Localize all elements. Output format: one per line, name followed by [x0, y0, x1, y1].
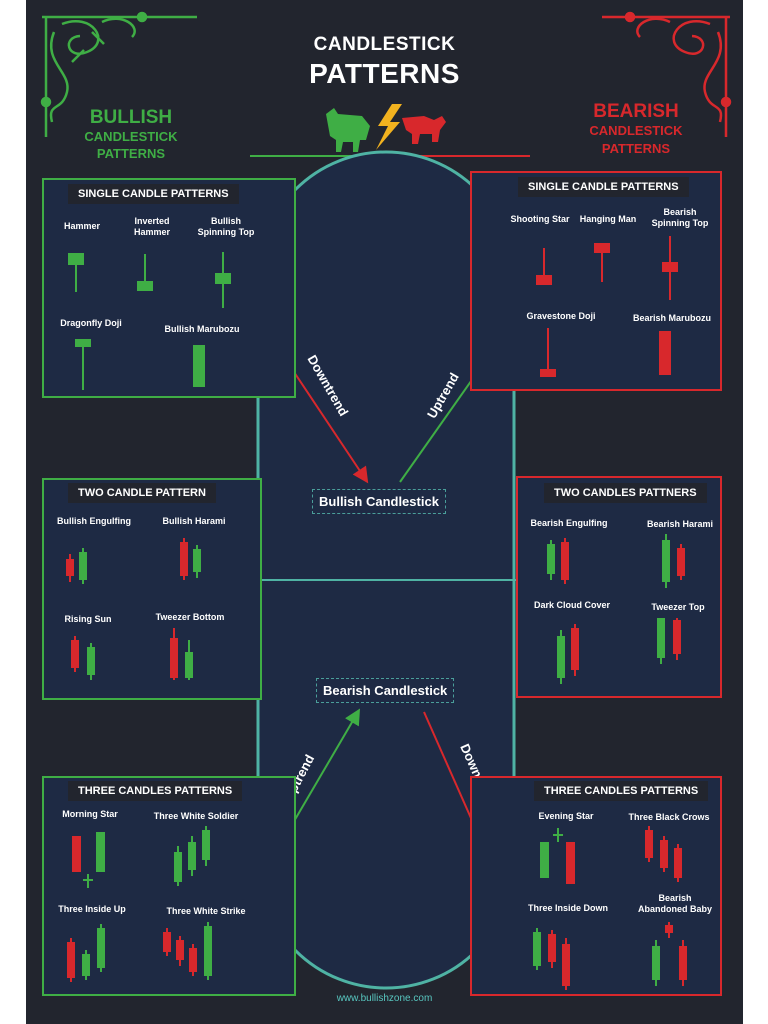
bullish-subheading-2: PATTERNS — [96, 146, 166, 161]
label-tweezer-bottom: Tweezer Bottom — [155, 612, 225, 622]
label-three-black-crows: Three Black Crows — [628, 812, 710, 822]
bearish-subheading-2: PATTERNS — [601, 141, 671, 156]
label-three-white-soldier: Three White Soldier — [153, 811, 239, 821]
bull-bear-logo-icon — [250, 104, 530, 157]
bearish-single-panel — [470, 171, 722, 391]
bearish-two-title: TWO CANDLES PATTNERS — [544, 483, 707, 503]
label-three-white-strike: Three White Strike — [166, 906, 246, 916]
bearish-three-title: THREE CANDLES PATTERNS — [534, 781, 709, 801]
bullish-subheading-1: CANDLESTICK — [84, 129, 178, 144]
label-dark-cloud-cover: Dark Cloud Cover — [533, 600, 611, 610]
label-bearish-spinning-top: Bearish Spinning Top — [651, 207, 709, 228]
bullish-heading: BULLISH — [89, 107, 173, 128]
bullish-two-candles-icon — [66, 538, 201, 680]
label-inverted-hammer: Inverted Hammer — [133, 216, 171, 237]
bullish-single-title: SINGLE CANDLE PATTERNS — [68, 184, 239, 204]
label-bullish-spinning-top: Bullish Spinning Top — [197, 216, 255, 237]
bearish-heading: BEARISH — [593, 101, 679, 122]
label-bearish-engulfing: Bearish Engulfing — [530, 518, 608, 528]
label-bullish-marubozu: Bullish Marubozu — [164, 324, 240, 334]
bullish-three-candles-icon — [67, 826, 212, 982]
label-bullish-engulfing: Bullish Engulfing — [57, 516, 131, 526]
page-title-line1: CANDLESTICK — [313, 34, 456, 55]
label-bearish-abandoned-baby: Bearish Abandoned Baby — [637, 893, 712, 914]
bearish-candlestick-label: Bearish Candlestick — [316, 678, 455, 703]
label-three-inside-up: Three Inside Up — [58, 904, 126, 914]
bullish-candlestick-label: Bullish Candlestick — [312, 489, 446, 514]
page-title-line2: PATTERNS — [309, 58, 460, 89]
label-bearish-harami: Bearish Harami — [646, 519, 714, 529]
label-hanging-man: Hanging Man — [579, 214, 637, 224]
poster: CANDLESTICK PATTERNS BULLISH CANDLESTICK… — [26, 0, 743, 1024]
label-shooting-star: Shooting Star — [510, 214, 570, 224]
label-evening-star: Evening Star — [538, 811, 594, 821]
bearish-two-panel — [516, 476, 722, 698]
green-ornament-icon — [40, 11, 197, 137]
label-hammer: Hammer — [63, 221, 101, 231]
label-gravestone-doji: Gravestone Doji — [526, 311, 596, 321]
bearish-single-title: SINGLE CANDLE PATTERNS — [518, 177, 689, 197]
bullish-two-title: TWO CANDLE PATTERN — [68, 483, 216, 503]
label-tweezer-top: Tweezer Top — [651, 602, 705, 612]
label-bearish-marubozu: Bearish Marubozu — [632, 313, 711, 323]
label-rising-sun: Rising Sun — [64, 614, 112, 624]
bullish-single-panel — [42, 178, 296, 398]
bullish-three-title: THREE CANDLES PATTERNS — [68, 781, 243, 801]
label-morning-star: Morning Star — [62, 809, 118, 819]
bearish-subheading-1: CANDLESTICK — [589, 123, 683, 138]
label-dragonfly-doji: Dragonfly Doji — [60, 318, 122, 328]
bearish-two-candles-icon — [547, 534, 685, 684]
label-three-inside-down: Three Inside Down — [527, 903, 608, 913]
red-ornament-icon — [602, 11, 732, 137]
bearish-three-candles-icon — [533, 826, 687, 990]
bearish-single-candles-icon — [536, 236, 678, 377]
label-bullish-harami: Bullish Harami — [162, 516, 226, 526]
footer-url[interactable]: www.bullishzone.com — [336, 993, 433, 1004]
bullish-single-candles-icon — [68, 252, 231, 390]
